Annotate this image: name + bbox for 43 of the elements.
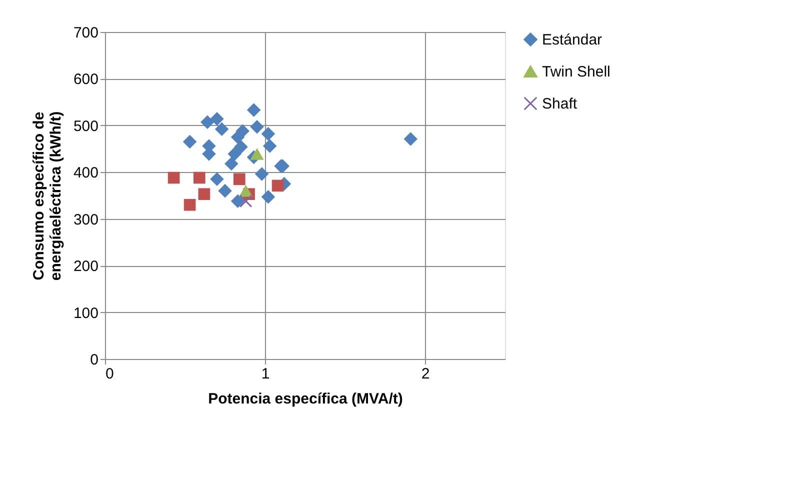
point <box>210 172 224 186</box>
point <box>224 156 238 171</box>
point <box>261 126 276 141</box>
point <box>230 194 245 208</box>
point <box>262 139 277 153</box>
point <box>272 180 284 192</box>
y-tick-label: 100 <box>73 304 98 322</box>
point <box>234 140 248 154</box>
x-axis-title: Potencia específica (MVA/t) <box>208 390 403 408</box>
legend-label: Shaft <box>542 96 578 112</box>
y-tick-label: 300 <box>73 211 98 228</box>
point <box>218 184 232 198</box>
y-tick-label: 700 <box>73 24 98 42</box>
point <box>184 198 196 211</box>
y-tick-label: 600 <box>73 71 98 88</box>
x-tick-label: 0 <box>106 366 114 382</box>
point <box>239 194 252 208</box>
point <box>233 173 246 186</box>
point <box>261 190 276 204</box>
point <box>182 134 197 149</box>
legend-label: Twin Shell <box>542 64 610 80</box>
point <box>250 120 264 134</box>
y-axis-title: Consumo específico de energíaeléctrica (kWh/t) <box>30 111 64 281</box>
y-tick-label: 500 <box>73 118 98 135</box>
x-tick-label: 1 <box>261 366 270 382</box>
point <box>228 147 242 161</box>
point <box>246 103 261 117</box>
y-tick-label: 400 <box>73 164 98 182</box>
point <box>404 132 418 146</box>
point <box>236 124 250 138</box>
point <box>254 167 269 181</box>
point <box>198 188 210 200</box>
point <box>168 172 180 184</box>
point <box>210 112 224 126</box>
point <box>200 115 214 130</box>
y-tick-label: 0 <box>90 352 98 368</box>
x-tick-label: 2 <box>421 366 430 382</box>
legend-label: Estándar <box>542 32 602 48</box>
point <box>238 184 253 197</box>
point <box>214 122 229 136</box>
point <box>193 172 206 184</box>
y-tick-label: 200 <box>73 258 98 276</box>
point <box>250 148 264 160</box>
